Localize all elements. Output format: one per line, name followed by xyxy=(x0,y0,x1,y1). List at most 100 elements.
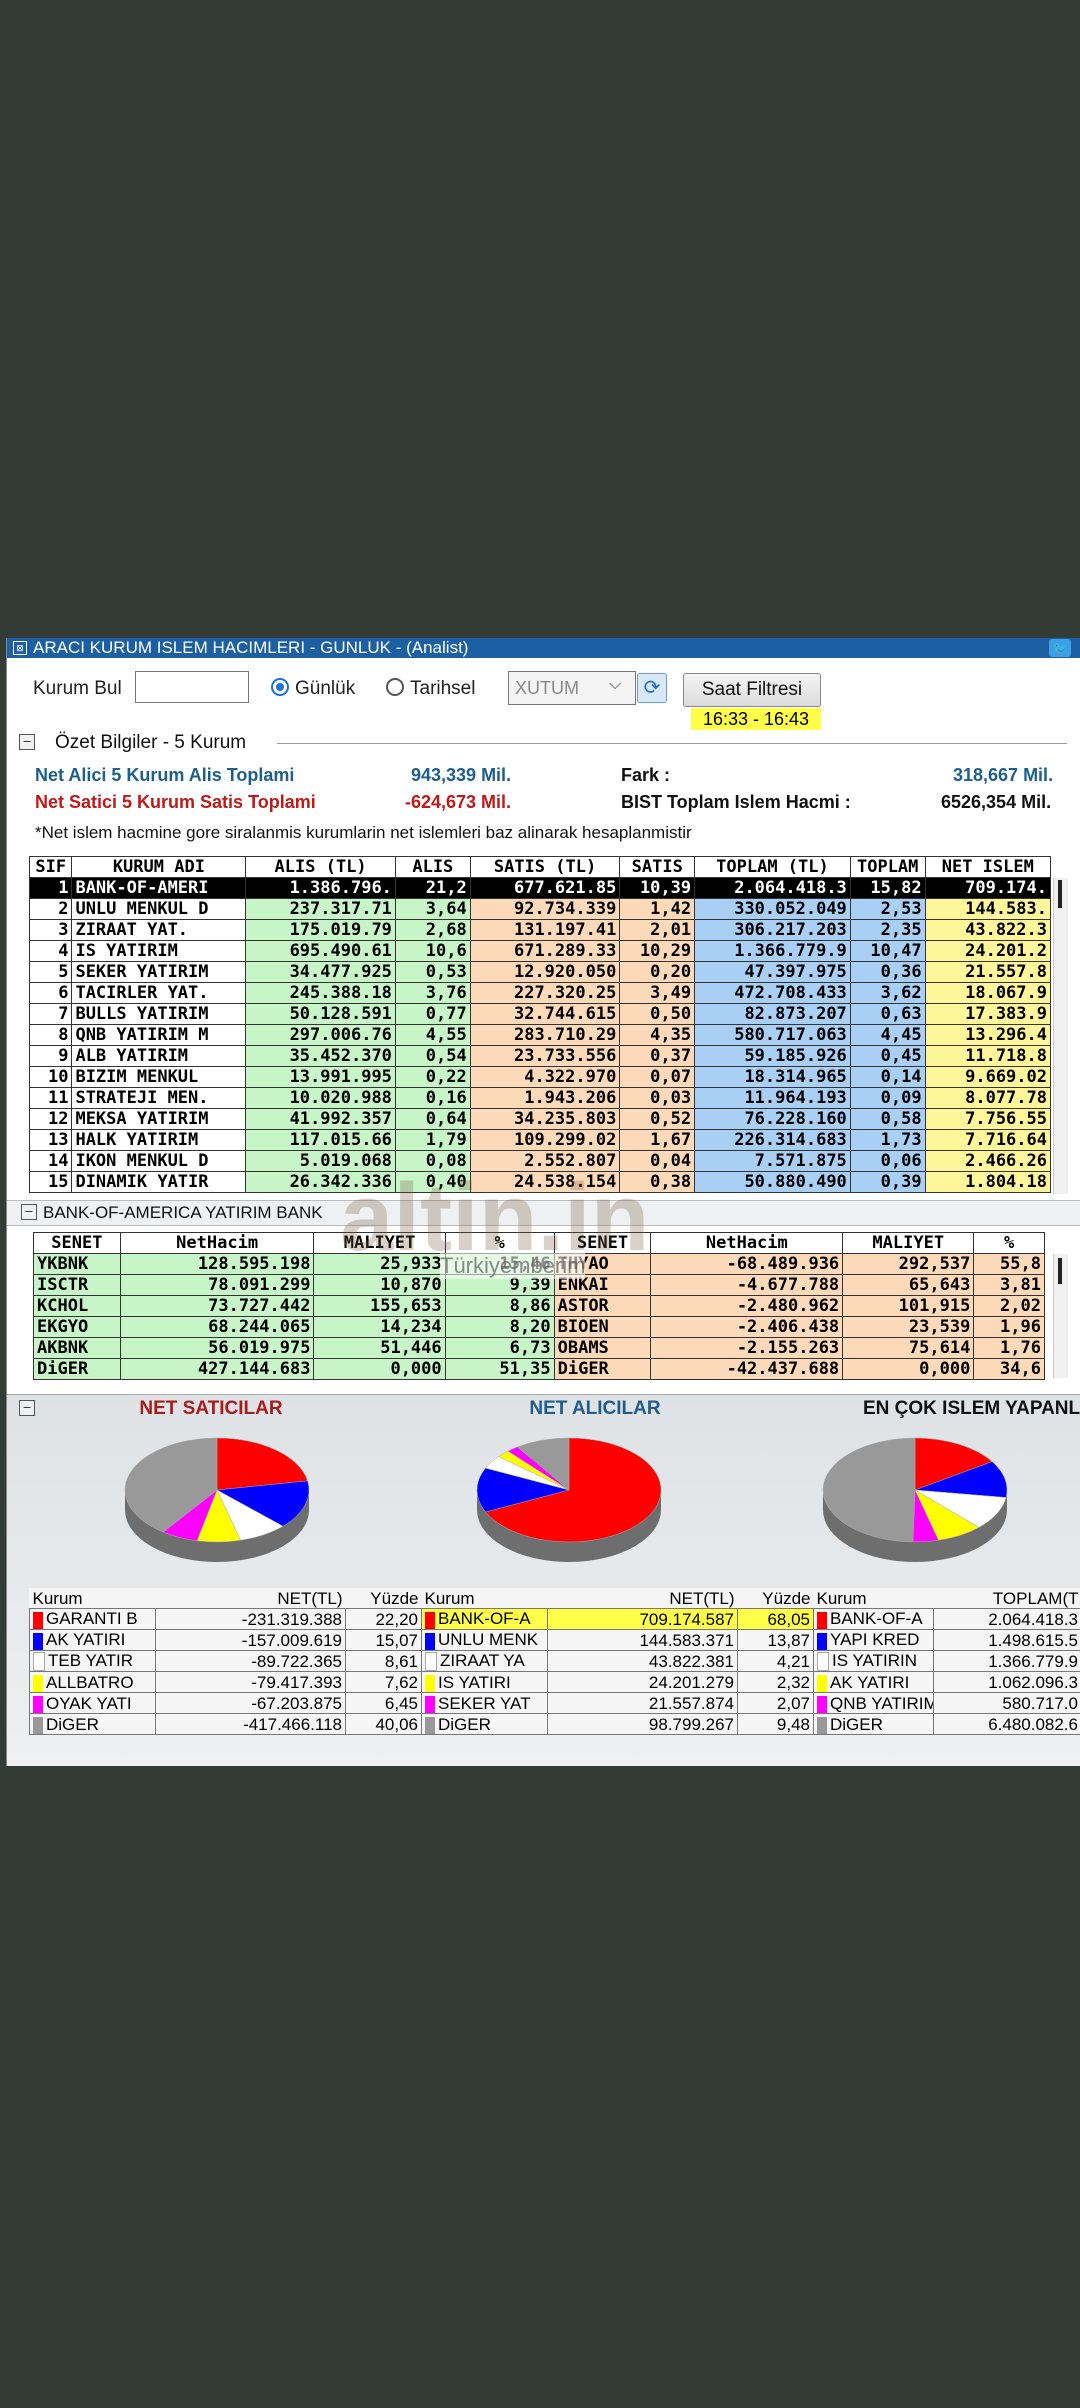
table-row[interactable]: EKGYO 68.244.065 14,234 8,20 BIOEN -2.406.438… xyxy=(33,1316,1045,1338)
legend-row[interactable]: YAPI KRED 1.498.615.5 xyxy=(813,1629,1080,1651)
table-row[interactable]: 8 QNB YATIRIM M 297.006.76 4,55 283.710.29 4,… xyxy=(28,1024,1052,1046)
radio-gunluk[interactable] xyxy=(271,678,289,696)
table-cell: 11.964.193 xyxy=(694,1087,851,1109)
column-header[interactable]: SIF xyxy=(28,856,73,878)
table-cell: YKBNK xyxy=(33,1253,121,1275)
legend-row[interactable]: OYAK YATI -67.203.875 6,45 xyxy=(29,1692,422,1715)
collapse-detail-icon[interactable]: − xyxy=(21,1204,37,1220)
legend-row[interactable]: TEB YATIR -89.722.365 8,61 xyxy=(29,1649,422,1673)
column-header[interactable]: SENET xyxy=(553,1232,652,1254)
legend-row[interactable]: DiGER 6.480.082.6 xyxy=(813,1713,1080,1736)
legend-row[interactable]: BANK-OF-A 2.064.418.3 xyxy=(813,1608,1080,1630)
table-row[interactable]: YKBNK 128.595.198 25,933 15,46 THYAO -68.489.… xyxy=(33,1253,1045,1275)
table-row[interactable]: DiGER 427.144.683 0,000 51,35 DiGER -42.437.6… xyxy=(33,1358,1045,1380)
legend-cell: TEB YATIR xyxy=(29,1649,156,1673)
table-cell: 14 xyxy=(28,1150,73,1172)
legend-label: TEB YATIR xyxy=(48,1651,134,1670)
legend-cell: 1.498.615.5 xyxy=(933,1629,1080,1651)
table-cell: BIOEN xyxy=(553,1316,652,1338)
saat-filtresi-button[interactable]: Saat Filtresi xyxy=(683,673,821,707)
table-row[interactable]: 2 UNLU MENKUL D 237.317.71 3,64 92.734.339 1,… xyxy=(28,898,1052,920)
column-header[interactable]: ALIS xyxy=(394,856,471,878)
radio-gunluk-label: Günlük xyxy=(295,678,356,699)
table-cell: THYAO xyxy=(553,1253,652,1275)
collapse-charts-icon[interactable]: − xyxy=(19,1400,35,1416)
table-cell: HALK YATIRIM xyxy=(71,1129,247,1151)
table-cell: 292,537 xyxy=(842,1253,975,1275)
table-cell: 580.717.063 xyxy=(694,1024,851,1046)
radio-tarihsel[interactable] xyxy=(386,678,404,696)
refresh-icon[interactable]: ⟳ xyxy=(637,673,667,703)
legend-row[interactable]: IS YATIRIN 1.366.779.9 xyxy=(813,1649,1080,1673)
column-header[interactable]: MALIYET xyxy=(313,1232,446,1254)
detail-scrollbar[interactable] xyxy=(1053,1254,1068,1378)
detail-scroll-thumb[interactable] xyxy=(1058,1258,1062,1284)
table-row[interactable]: 12 MEKSA YATIRIM 41.992.357 0,64 34.235.803 0… xyxy=(28,1108,1052,1130)
scroll-thumb[interactable] xyxy=(1058,880,1062,908)
table-cell: 7.571.875 xyxy=(694,1150,851,1172)
table-cell: 0,45 xyxy=(849,1045,926,1067)
table-cell: 73.727.442 xyxy=(119,1295,315,1317)
table-cell: 41.992.357 xyxy=(245,1108,396,1130)
column-header[interactable]: MALIYET xyxy=(842,1232,975,1254)
legend-row[interactable]: ZIRAAT YA 43.822.381 4,21 xyxy=(421,1649,814,1673)
column-header[interactable]: SATIS (TL) xyxy=(469,856,621,878)
collapse-summary-icon[interactable]: − xyxy=(19,734,35,750)
table-row[interactable]: ISCTR 78.091.299 10,870 9,39 ENKAI -4.677.788… xyxy=(33,1274,1045,1296)
legend-row[interactable]: AK YATIRI 1.062.096.3 xyxy=(813,1671,1080,1694)
twitter-icon[interactable]: 🐦 xyxy=(1049,639,1071,657)
table-row[interactable]: 9 ALB YATIRIM 35.452.370 0,54 23.733.556 0,37… xyxy=(28,1045,1052,1067)
column-header[interactable]: ALIS (TL) xyxy=(245,856,396,878)
index-select[interactable]: XUTUM ⌵ xyxy=(508,671,636,705)
column-header[interactable]: % xyxy=(973,1232,1045,1254)
column-header[interactable]: SENET xyxy=(33,1232,121,1254)
column-header[interactable]: NetHacim xyxy=(650,1232,844,1254)
table-row[interactable]: KCHOL 73.727.442 155,653 8,86 ASTOR -2.480.96… xyxy=(33,1295,1045,1317)
table-row[interactable]: 10 BIZIM MENKUL 13.991.995 0,22 4.322.970 0,0… xyxy=(28,1066,1052,1088)
legend-row[interactable]: QNB YATIRIM 580.717.0 xyxy=(813,1692,1080,1715)
table-cell: 6 xyxy=(28,982,73,1004)
table-cell: 0,08 xyxy=(394,1150,471,1172)
table-cell: 10,870 xyxy=(313,1274,446,1296)
column-header[interactable]: NET ISLEM xyxy=(924,856,1052,878)
main-table-scrollbar[interactable] xyxy=(1053,878,1068,1194)
column-header[interactable]: % xyxy=(444,1232,555,1254)
legend-row[interactable]: ALLBATRO -79.417.393 7,62 xyxy=(29,1671,422,1694)
column-header[interactable]: SATIS xyxy=(619,856,696,878)
table-cell: 0,03 xyxy=(619,1087,696,1109)
table-row[interactable]: 4 IS YATIRIM 695.490.61 10,6 671.289.33 10,29… xyxy=(28,940,1052,962)
table-row[interactable]: 13 HALK YATIRIM 117.015.66 1,79 109.299.02 1,… xyxy=(28,1129,1052,1151)
pie-slice xyxy=(124,1437,218,1533)
legend-cell: 98.799.267 xyxy=(547,1713,738,1736)
legend-row[interactable]: BANK-OF-A 709.174.587 68,05 xyxy=(421,1608,814,1630)
legend-row[interactable]: AK YATIRI -157.009.619 15,07 xyxy=(29,1629,422,1651)
legend-row[interactable]: UNLU MENK 144.583.371 13,87 xyxy=(421,1629,814,1651)
column-header[interactable]: KURUM ADI xyxy=(71,856,247,878)
table-row[interactable]: 6 TACIRLER YAT. 245.388.18 3,76 227.320.25 3,… xyxy=(28,982,1052,1004)
table-row[interactable]: 1 BANK-OF-AMERI 1.386.796. 21,2 677.621.85 10… xyxy=(28,877,1052,899)
table-row[interactable]: 7 BULLS YATIRIM 50.128.591 0,77 32.744.615 0,… xyxy=(28,1003,1052,1025)
table-cell: 2.064.418.3 xyxy=(694,877,851,899)
table-row[interactable]: 11 STRATEJI MEN. 10.020.988 0,16 1.943.206 0,… xyxy=(28,1087,1052,1109)
table-cell: 10,39 xyxy=(619,877,696,899)
legend-row[interactable]: GARANTI B -231.319.388 22,20 xyxy=(29,1608,422,1630)
table-cell: 75,614 xyxy=(842,1337,975,1359)
legend-label: SEKER YAT xyxy=(438,1693,531,1713)
table-row[interactable]: 15 DINAMIK YATIR 26.342.336 0,40 24.538.154 0… xyxy=(28,1171,1052,1193)
column-header[interactable]: TOPLAM (TL) xyxy=(694,856,851,878)
legend-row[interactable]: SEKER YAT 21.557.874 2,07 xyxy=(421,1692,814,1715)
legend-row[interactable]: IS YATIRI 24.201.279 2,32 xyxy=(421,1671,814,1694)
kurum-bul-input[interactable] xyxy=(135,671,249,703)
table-cell: 13.296.4 xyxy=(924,1024,1052,1046)
table-cell: 2,02 xyxy=(973,1295,1045,1317)
table-row[interactable]: 5 SEKER YATIRIM 34.477.925 0,53 12.920.050 0,… xyxy=(28,961,1052,983)
legend-swatch xyxy=(425,1611,435,1629)
legend-row[interactable]: DiGER 98.799.267 9,48 xyxy=(421,1713,814,1736)
column-header[interactable]: TOPLAM xyxy=(849,856,926,878)
legend-row[interactable]: DiGER -417.466.118 40,06 xyxy=(29,1713,422,1736)
table-row[interactable]: 3 ZIRAAT YAT. 175.019.79 2,68 131.197.41 2,01… xyxy=(28,919,1052,941)
table-row[interactable]: AKBNK 56.019.975 51,446 6,73 OBAMS -2.155.263… xyxy=(33,1337,1045,1359)
legend-cell: 13,87 xyxy=(737,1629,814,1651)
table-row[interactable]: 14 IKON MENKUL D 5.019.068 0,08 2.552.807 0,0… xyxy=(28,1150,1052,1172)
column-header[interactable]: NetHacim xyxy=(119,1232,315,1254)
